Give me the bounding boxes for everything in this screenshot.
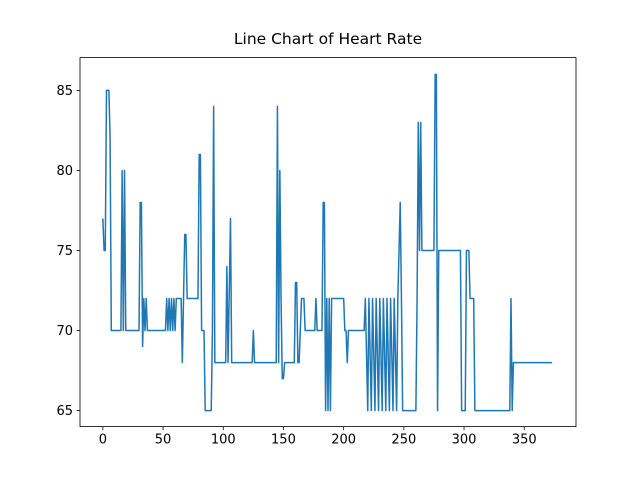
y-tick-label: 85 bbox=[56, 84, 73, 99]
y-tick-label: 70 bbox=[56, 324, 73, 339]
line-series bbox=[102, 73, 552, 412]
plot-frame bbox=[79, 57, 577, 427]
y-tick-label: 75 bbox=[56, 244, 73, 259]
y-tick-label: 80 bbox=[56, 164, 73, 179]
x-tick-label: 350 bbox=[512, 433, 537, 448]
x-tick-label: 200 bbox=[331, 433, 356, 448]
x-tick-label: 0 bbox=[99, 433, 107, 448]
x-tick-label: 50 bbox=[155, 433, 172, 448]
y-tick-label: 65 bbox=[56, 404, 73, 419]
chart-title: Line Chart of Heart Rate bbox=[234, 30, 422, 48]
x-tick-label: 100 bbox=[211, 433, 236, 448]
x-tick-label: 300 bbox=[452, 433, 477, 448]
x-tick-label: 150 bbox=[271, 433, 296, 448]
x-tick-label: 250 bbox=[391, 433, 416, 448]
